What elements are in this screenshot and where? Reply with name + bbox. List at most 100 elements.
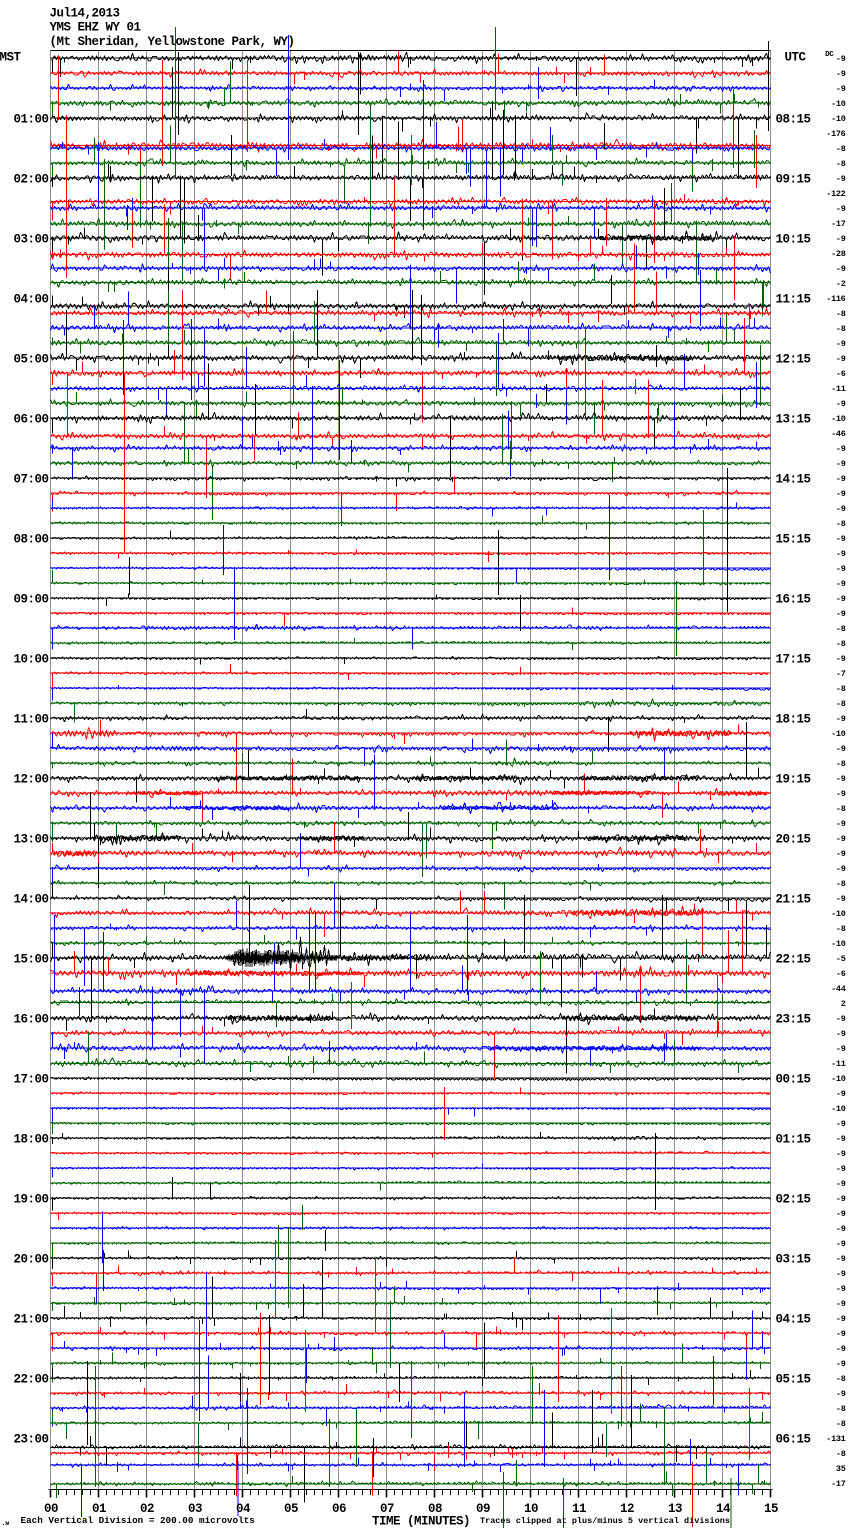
svg-text:02: 02 [140,1502,154,1516]
svg-text:16:15: 16:15 [776,593,811,607]
svg-text:DC: DC [825,51,834,59]
svg-text:(Mt Sheridan, Yellowstone Park: (Mt Sheridan, Yellowstone Park, WY) [50,35,295,49]
svg-text:-9: -9 [836,474,846,484]
svg-text:-9: -9 [836,1224,846,1234]
svg-text:-8: -8 [836,699,846,709]
svg-text:-10: -10 [831,414,846,424]
svg-text:-9: -9 [836,579,846,589]
svg-text:-9: -9 [836,234,846,244]
svg-text:-7: -7 [836,669,846,679]
svg-text:09: 09 [476,1502,490,1516]
svg-text:-17: -17 [831,1479,846,1489]
svg-text:-44: -44 [831,984,846,994]
svg-text:-9: -9 [836,54,846,64]
svg-text:-9: -9 [836,339,846,349]
svg-text:-9: -9 [836,564,846,574]
svg-text:-9: -9 [836,399,846,409]
svg-text:-9: -9 [836,354,846,364]
svg-text:-5: -5 [836,954,846,964]
svg-text:01:15: 01:15 [776,1133,811,1147]
svg-text:-9: -9 [836,69,846,79]
svg-text:-9: -9 [836,834,846,844]
svg-text:-10: -10 [831,1074,846,1084]
svg-text:03:15: 03:15 [776,1253,811,1267]
svg-text:13:15: 13:15 [776,413,811,427]
svg-text:-8: -8 [836,159,846,169]
svg-text:-8: -8 [836,879,846,889]
svg-text:-11: -11 [831,384,846,394]
svg-text:19:15: 19:15 [776,773,811,787]
svg-text:13: 13 [668,1502,682,1516]
svg-text:Jul14,2013: Jul14,2013 [50,7,120,21]
svg-text:-10: -10 [831,99,846,109]
svg-text:07: 07 [380,1502,394,1516]
svg-text:-8: -8 [836,1374,846,1384]
svg-text:06: 06 [332,1502,346,1516]
svg-text:-9: -9 [836,819,846,829]
svg-text:14:15: 14:15 [776,473,811,487]
svg-text:-176: -176 [826,129,845,139]
svg-text:08:15: 08:15 [776,113,811,127]
svg-text:Each Vertical Division = 200.: Each Vertical Division = 200.00 microvol… [21,1515,256,1526]
svg-text:13:00: 13:00 [13,833,48,847]
svg-text:-9: -9 [836,1089,846,1099]
svg-text:-8: -8 [836,144,846,154]
svg-text:16:00: 16:00 [13,1013,48,1027]
svg-text:-9: -9 [836,1329,846,1339]
svg-text:02:00: 02:00 [13,173,48,187]
svg-text:04:15: 04:15 [776,1313,811,1327]
svg-text:22:00: 22:00 [13,1373,48,1387]
svg-text:TIME (MINUTES): TIME (MINUTES) [372,1515,470,1529]
svg-text:00: 00 [44,1502,58,1516]
svg-text:02:15: 02:15 [776,1193,811,1207]
svg-text:05:00: 05:00 [13,353,48,367]
svg-text:-8: -8 [836,624,846,634]
svg-text:05:15: 05:15 [776,1373,811,1387]
svg-text:-9: -9 [836,894,846,904]
svg-text:11:00: 11:00 [13,713,48,727]
svg-text:-8: -8 [836,639,846,649]
svg-text:-9: -9 [836,1389,846,1399]
svg-text:.м: .м [2,1520,10,1527]
svg-text:00:15: 00:15 [776,1073,811,1087]
svg-text:-9: -9 [836,789,846,799]
svg-text:10:15: 10:15 [776,233,811,247]
svg-text:-9: -9 [836,1179,846,1189]
svg-text:12: 12 [620,1502,634,1516]
svg-text:03: 03 [188,1502,202,1516]
svg-text:-9: -9 [836,1209,846,1219]
svg-text:-10: -10 [831,909,846,919]
svg-text:08: 08 [428,1502,442,1516]
svg-text:-131: -131 [826,1434,845,1444]
svg-text:-9: -9 [836,444,846,454]
svg-text:-46: -46 [831,429,846,439]
svg-text:21:15: 21:15 [776,893,811,907]
svg-text:-9: -9 [836,609,846,619]
svg-text:-8: -8 [836,324,846,334]
svg-text:-9: -9 [836,1254,846,1264]
svg-text:-9: -9 [836,1164,846,1174]
svg-text:07:00: 07:00 [13,473,48,487]
svg-text:03:00: 03:00 [13,233,48,247]
svg-text:06:00: 06:00 [13,413,48,427]
svg-text:23:15: 23:15 [776,1013,811,1027]
svg-text:Traces clipped at plus/minus 5: Traces clipped at plus/minus 5 vertical … [480,1516,730,1526]
svg-text:12:00: 12:00 [13,773,48,787]
svg-text:-10: -10 [831,1104,846,1114]
svg-text:-116: -116 [826,294,845,304]
svg-text:MST: MST [0,51,21,65]
svg-text:-9: -9 [836,774,846,784]
svg-text:-8: -8 [836,684,846,694]
svg-text:15: 15 [764,1502,778,1516]
svg-text:17:00: 17:00 [13,1073,48,1087]
svg-text:-9: -9 [836,1134,846,1144]
svg-text:-9: -9 [836,594,846,604]
svg-text:-9: -9 [836,204,846,214]
svg-text:21:00: 21:00 [13,1313,48,1327]
svg-text:20:15: 20:15 [776,833,811,847]
svg-text:-17: -17 [831,219,846,229]
svg-text:2: 2 [841,999,846,1009]
svg-text:-9: -9 [836,1314,846,1324]
svg-text:04:00: 04:00 [13,293,48,307]
svg-text:01:00: 01:00 [13,113,48,127]
